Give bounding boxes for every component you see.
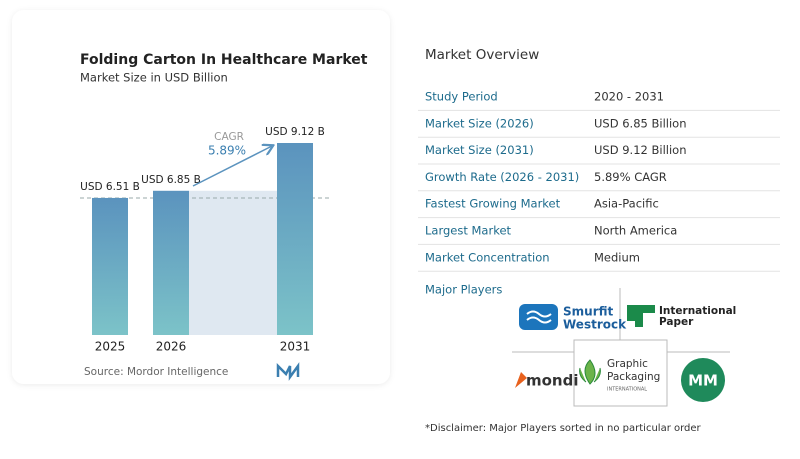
disclaimer: *Disclaimer: Major Players sorted in no … <box>425 423 702 434</box>
brand-icon <box>276 362 300 381</box>
logo-text: Smurfit <box>563 305 614 319</box>
logo-smurfit: Smurfit Westrock <box>519 304 627 332</box>
source: Source: Mordor Intelligence <box>84 366 228 378</box>
logo-text: Westrock <box>563 318 627 332</box>
logo-text: International <box>659 305 736 317</box>
bar <box>92 197 128 335</box>
row-label: Market Size (2031) <box>425 143 534 157</box>
x-tick-label: 2025 <box>95 340 126 354</box>
x-tick-label: 2031 <box>280 340 311 354</box>
cagr-label: CAGR <box>214 131 244 143</box>
row-value: USD 6.85 Billion <box>594 116 686 130</box>
logo-mondi: mondi <box>515 372 579 390</box>
row-label: Fastest Growing Market <box>425 197 561 211</box>
logo-text: mondi <box>526 372 579 390</box>
row-label: Market Concentration <box>425 250 550 264</box>
row-value: Asia-Pacific <box>594 197 659 211</box>
logo-text: MM <box>688 372 718 390</box>
growth-shade <box>189 190 277 335</box>
players-grid <box>512 288 730 407</box>
overview-table: Study Period 2020 - 2031 Market Size (2026… <box>418 90 780 272</box>
bar <box>153 190 189 335</box>
cagr-value: 5.89% <box>208 144 246 158</box>
x-tick-label: 2026 <box>156 340 187 354</box>
overview-title: Market Overview <box>425 47 539 63</box>
players-title: Major Players <box>425 283 502 297</box>
cagr-arrow <box>192 146 272 187</box>
value-label: USD 6.51 B <box>80 181 140 193</box>
logo-international-paper: International Paper <box>627 305 736 328</box>
bar <box>277 143 313 335</box>
logo-mm: MM <box>681 358 725 402</box>
chart-subtitle: Market Size in USD Billion <box>80 71 228 85</box>
row-value: 5.89% CAGR <box>594 170 667 184</box>
row-label: Study Period <box>425 90 498 104</box>
row-value: 2020 - 2031 <box>594 90 664 104</box>
chart-title: Folding Carton In Healthcare Market <box>80 52 368 68</box>
logo-text: Graphic <box>607 358 648 370</box>
row-value: Medium <box>594 250 640 264</box>
row-label: Market Size (2026) <box>425 116 534 130</box>
row-label: Largest Market <box>425 224 512 238</box>
value-label: USD 6.85 B <box>141 174 201 186</box>
row-value: North America <box>594 224 677 238</box>
chart-area: USD 6.51 B 2025 USD 6.85 B 2026 USD 9.12 B 20… <box>80 126 332 354</box>
logo-text: Paper <box>659 316 694 328</box>
row-label: Growth Rate (2026 - 2031) <box>425 170 579 184</box>
row-value: USD 9.12 Billion <box>594 143 686 157</box>
logo-graphic-packaging: Graphic Packaging INTERNATIONAL <box>579 358 660 393</box>
logo-text: Packaging <box>607 371 660 383</box>
logo-text: INTERNATIONAL <box>607 387 647 393</box>
value-label: USD 9.12 B <box>265 126 325 138</box>
